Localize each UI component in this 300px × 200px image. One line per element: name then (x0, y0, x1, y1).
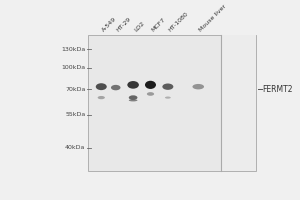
Text: HT-1080: HT-1080 (168, 11, 190, 33)
Ellipse shape (129, 99, 137, 101)
Text: 130kDa: 130kDa (61, 47, 85, 52)
Ellipse shape (162, 83, 173, 90)
Ellipse shape (147, 92, 154, 96)
Text: 70kDa: 70kDa (65, 87, 85, 92)
Ellipse shape (96, 83, 107, 90)
Text: 40kDa: 40kDa (65, 145, 85, 150)
Text: 55kDa: 55kDa (65, 112, 85, 117)
Ellipse shape (145, 81, 156, 89)
Ellipse shape (111, 85, 121, 90)
Text: 100kDa: 100kDa (61, 65, 85, 70)
FancyBboxPatch shape (88, 35, 256, 171)
FancyBboxPatch shape (221, 35, 256, 171)
Ellipse shape (165, 97, 171, 99)
Text: HT-29: HT-29 (116, 17, 132, 33)
Ellipse shape (129, 95, 137, 100)
Text: A-549: A-549 (101, 17, 118, 33)
Ellipse shape (127, 81, 139, 89)
Text: MCF7: MCF7 (151, 17, 166, 33)
Ellipse shape (98, 96, 105, 99)
Text: Mouse liver: Mouse liver (198, 4, 227, 33)
Text: FERMT2: FERMT2 (262, 85, 293, 94)
Ellipse shape (193, 84, 204, 89)
Text: LO2: LO2 (133, 21, 145, 33)
